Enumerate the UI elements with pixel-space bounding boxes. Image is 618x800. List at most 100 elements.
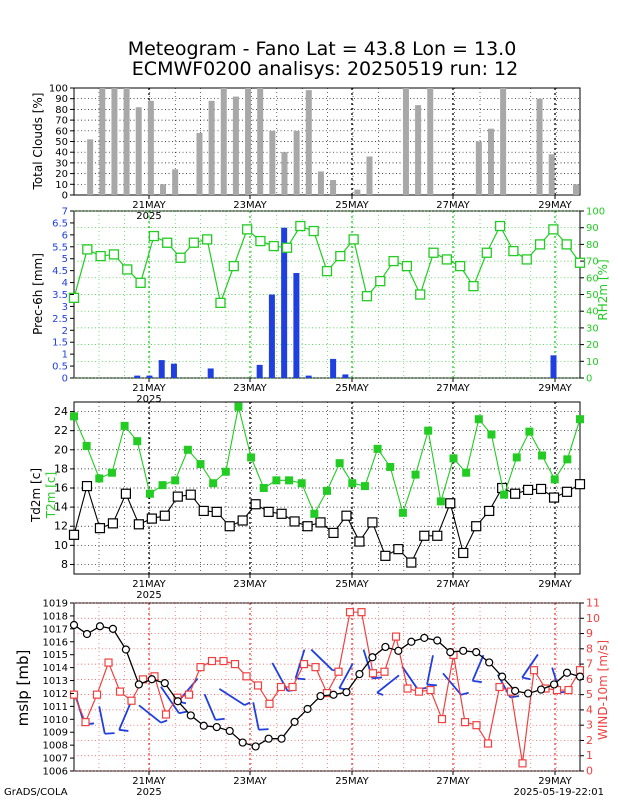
t2m-point bbox=[120, 421, 129, 430]
mslp-point bbox=[108, 624, 118, 633]
wind-point bbox=[564, 685, 573, 695]
mslp-point bbox=[472, 648, 481, 657]
cloud-bar bbox=[475, 141, 482, 195]
rh-point bbox=[68, 292, 80, 303]
t2m-point bbox=[297, 479, 306, 488]
precip-bar bbox=[146, 375, 153, 378]
x-tick-label: 25MAY bbox=[335, 579, 369, 590]
rh-point bbox=[375, 275, 386, 287]
rh-point bbox=[321, 265, 333, 277]
mslp-point bbox=[459, 646, 468, 655]
td2m-point bbox=[419, 530, 430, 541]
rh-point bbox=[441, 254, 452, 265]
td2m-point bbox=[354, 536, 365, 547]
td2m-point bbox=[81, 480, 93, 492]
x-tick-label: 27MAY bbox=[436, 383, 470, 394]
mslp-y-label: mslp [mb] bbox=[14, 650, 32, 727]
cloud-bar bbox=[330, 180, 337, 195]
mslp-point bbox=[238, 738, 247, 747]
t2m-point bbox=[487, 430, 496, 439]
t2m-point bbox=[500, 490, 509, 499]
mslp-point bbox=[277, 734, 286, 743]
x-tick-label: 21MAY bbox=[132, 200, 166, 211]
rh-point bbox=[481, 247, 492, 258]
t2m-point bbox=[436, 497, 445, 506]
cloud-bar bbox=[573, 184, 579, 195]
mslp-point bbox=[407, 637, 416, 646]
x-tick-label: 23MAY bbox=[233, 776, 267, 787]
y-tick-label: 1008 bbox=[43, 741, 68, 752]
precip-bar bbox=[170, 363, 177, 378]
wind-point bbox=[403, 684, 412, 693]
wind-barb bbox=[160, 686, 180, 714]
t2m-point bbox=[247, 453, 256, 462]
y2-tick-label: 40 bbox=[586, 307, 599, 318]
y-tick-label: 3.5 bbox=[52, 290, 68, 301]
y-tick-label: 8 bbox=[61, 558, 68, 571]
td2m-point bbox=[315, 517, 326, 528]
x-tick-label: 29MAY bbox=[538, 579, 572, 590]
cloud-bar bbox=[99, 88, 106, 195]
td2m-point bbox=[471, 521, 482, 532]
footer-right: 2025-05-19-22:01 bbox=[513, 787, 604, 798]
y-tick-label: 1016 bbox=[43, 637, 68, 648]
rh-point bbox=[428, 247, 439, 258]
t2m-point bbox=[145, 489, 154, 498]
td2m-point bbox=[107, 518, 119, 529]
clouds-y-label: Total Clouds [%] bbox=[31, 93, 45, 191]
cloud-bar bbox=[487, 128, 494, 195]
y-tick-label: 24 bbox=[54, 405, 68, 418]
cloud-bar bbox=[293, 130, 300, 195]
wind-barb-flag bbox=[258, 728, 269, 731]
x-tick-label: 27MAY bbox=[436, 579, 470, 590]
wind-barb bbox=[252, 702, 260, 730]
mslp-point bbox=[368, 653, 377, 662]
mslp-point bbox=[82, 629, 92, 639]
mslp-point bbox=[355, 669, 364, 679]
wind-point bbox=[242, 672, 251, 681]
x-tick-label: 23MAY bbox=[233, 383, 267, 394]
wind-point bbox=[81, 718, 90, 727]
wind-barb bbox=[203, 693, 217, 721]
mslp-point bbox=[511, 686, 520, 695]
td2m-point bbox=[250, 499, 261, 510]
wind-barb-flag bbox=[215, 717, 225, 721]
td2m-point bbox=[224, 521, 235, 532]
y-tick-label: 5 bbox=[62, 254, 68, 265]
rh-point bbox=[281, 242, 293, 253]
wind-barb bbox=[218, 688, 246, 706]
x-tick-label: 29MAY bbox=[538, 383, 572, 394]
rh-point bbox=[82, 244, 93, 255]
mslp-point bbox=[160, 679, 169, 688]
td2m-point bbox=[198, 505, 209, 517]
y-tick-label: 20 bbox=[55, 169, 68, 180]
rh-point bbox=[401, 260, 413, 272]
y2-tick-label: 1 bbox=[586, 749, 593, 762]
cloud-bar bbox=[500, 88, 507, 195]
mslp-point bbox=[95, 622, 105, 631]
cloud-bar bbox=[366, 156, 373, 195]
y-tick-label: 1019 bbox=[43, 599, 68, 610]
y-tick-label: 100 bbox=[49, 84, 68, 95]
x-tick-label: 25MAY bbox=[335, 383, 369, 394]
y2-tick-label: 9 bbox=[586, 627, 593, 640]
wind-barb bbox=[338, 663, 354, 689]
cloud-bar bbox=[123, 88, 130, 195]
precip-bar bbox=[134, 375, 141, 378]
t2m-point bbox=[398, 508, 407, 517]
td2m-point bbox=[393, 544, 404, 555]
mslp-point bbox=[536, 685, 546, 694]
t2m-point bbox=[576, 415, 584, 424]
x-tick-label: 21MAY bbox=[132, 383, 166, 394]
mslp-point bbox=[342, 688, 351, 697]
y-tick-label: 30 bbox=[55, 158, 68, 169]
cloud-bar bbox=[196, 132, 203, 195]
y2-tick-label: 20 bbox=[586, 340, 599, 351]
td2m-point bbox=[523, 484, 534, 496]
td2m-point bbox=[380, 550, 391, 561]
precip-bar bbox=[305, 375, 312, 378]
cloud-bar bbox=[269, 130, 276, 195]
precip-bar bbox=[158, 360, 165, 378]
